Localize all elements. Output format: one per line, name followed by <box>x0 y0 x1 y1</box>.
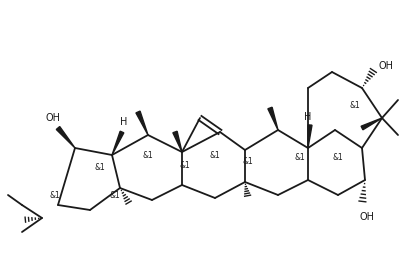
Polygon shape <box>172 131 182 152</box>
Text: OH: OH <box>358 212 374 222</box>
Polygon shape <box>267 107 277 130</box>
Polygon shape <box>136 111 148 135</box>
Text: &1: &1 <box>349 101 359 109</box>
Text: &1: &1 <box>49 190 60 199</box>
Text: OH: OH <box>378 61 393 71</box>
Polygon shape <box>112 131 124 155</box>
Text: OH: OH <box>45 113 60 123</box>
Text: H: H <box>304 112 311 122</box>
Text: &1: &1 <box>242 157 253 167</box>
Text: &1: &1 <box>294 153 305 163</box>
Text: &1: &1 <box>109 190 120 199</box>
Text: &1: &1 <box>94 164 105 172</box>
Text: &1: &1 <box>209 151 220 160</box>
Text: H: H <box>120 117 128 127</box>
Text: &1: &1 <box>179 161 190 169</box>
Polygon shape <box>56 126 75 148</box>
Text: &1: &1 <box>142 151 153 160</box>
Text: &1: &1 <box>332 153 342 163</box>
Polygon shape <box>360 118 381 130</box>
Polygon shape <box>307 125 311 148</box>
